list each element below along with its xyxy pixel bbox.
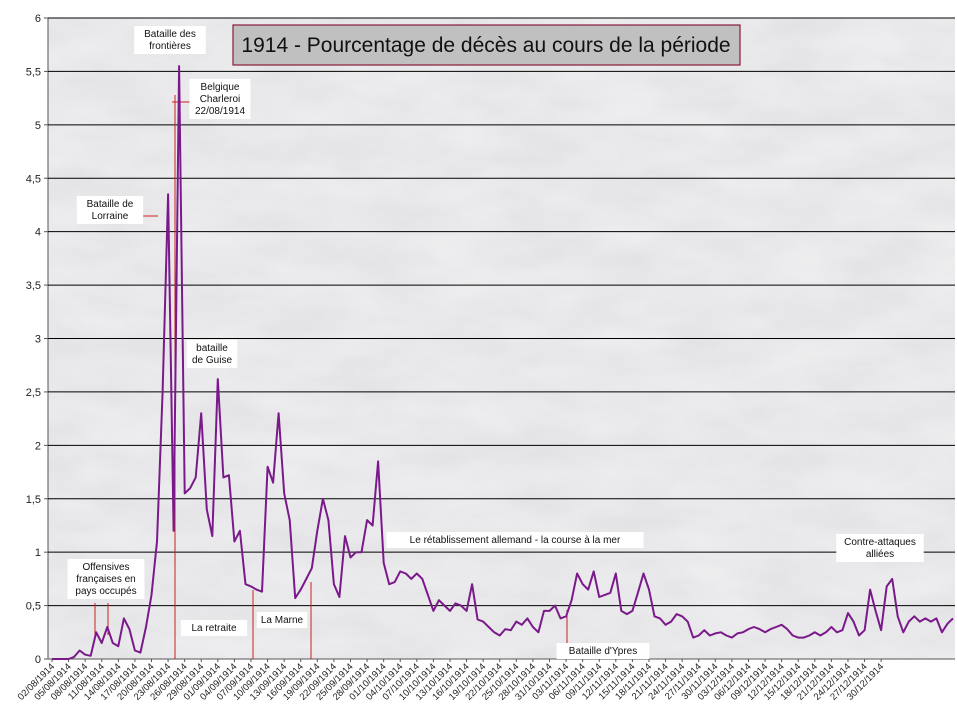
annotation-box [180,620,248,636]
annotation-text: frontières [149,41,191,52]
y-tick-label: 1 [35,547,41,559]
chart-title: 1914 - Pourcentage de décès au cours de … [241,34,730,57]
annotation-text: La retraite [191,623,236,634]
annotation-text: Contre-attaques [844,537,916,548]
annotation-box [836,534,924,562]
annotation-text: Lorraine [92,211,129,222]
annotation-box [386,532,644,548]
y-tick-label: 4,5 [26,173,41,185]
annotation-text: alliées [866,549,894,560]
annotation-box [186,340,238,368]
annotation-text: La Marne [261,615,304,626]
annotation-text: 22/08/1914 [195,106,245,117]
y-tick-label: 3 [35,334,41,346]
annotation-box [67,559,145,599]
annotation-text: Le rétablissement allemand - la course à… [410,535,621,546]
y-tick-label: 0,5 [26,601,41,613]
y-tick-label: 3,5 [26,280,41,292]
annotation-box [76,196,144,224]
annotation-text: Bataille des [144,29,196,40]
annotation-box [189,79,251,119]
annotation-text: Offensives [82,562,129,573]
series-line-group [52,65,954,660]
annotation-text: Belgique [201,82,240,93]
annotation-text: pays occupés [75,586,136,597]
y-tick-label: 5,5 [26,66,41,78]
annotation-text: de Guise [192,355,232,366]
y-tick-label: 2 [35,440,41,452]
annotation-text: Bataille d'Ypres [569,646,637,657]
y-tick-label: 2,5 [26,387,41,399]
y-tick-label: 4 [35,227,41,239]
annotation-box [556,643,650,659]
annotation-box [256,612,308,628]
y-tick-label: 5 [35,120,41,132]
gridlines [44,17,955,660]
annotation-text: Bataille de [87,199,134,210]
y-tick-label: 1,5 [26,494,41,506]
chart-title-box: 1914 - Pourcentage de décès au cours de … [232,24,741,66]
y-tick-labels: 0 0,5 1 1,5 2 2,5 3 3,5 4 4,5 5 5,5 6 [26,13,41,666]
x-tick-labels: 02/08/191405/08/191408/08/191411/08/1914… [16,659,886,703]
annotation-box [134,26,206,54]
annotation-text: bataille [196,343,228,354]
y-tick-label: 0 [35,654,41,666]
series-line [52,65,954,660]
annotation-text: françaises en [76,574,135,585]
annotation-text: Charleroi [200,94,241,105]
y-tick-label: 6 [35,13,41,25]
